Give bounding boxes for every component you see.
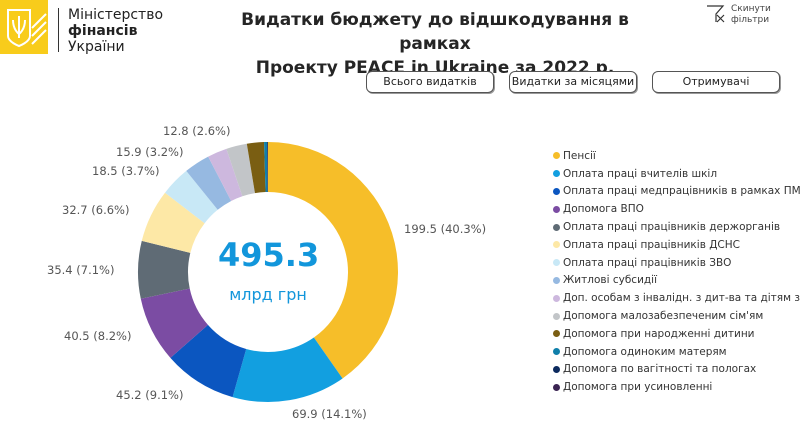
brand-line2: фінансів: [68, 23, 138, 39]
donut-slice[interactable]: [164, 170, 218, 224]
recipients-button[interactable]: Отримувачі: [652, 71, 780, 93]
legend-item[interactable]: Допомога при народженні дитини: [553, 325, 800, 343]
brand-name: Міністерство фінансів України: [68, 7, 163, 55]
legend-label: Оплата праці вчителів шкіл: [563, 167, 718, 180]
legend-item[interactable]: Оплата праці медпрацівників в рамках ПМГ: [553, 183, 800, 201]
legend-label: Оплата праці медпрацівників в рамках ПМГ: [563, 185, 800, 198]
chart-legend: Пенсії Оплата праці вчителів шкіл Оплата п…: [553, 147, 800, 396]
legend-dot-icon: [553, 205, 560, 213]
legend-label: Оплата праці працівників держорганів: [563, 221, 781, 234]
title-line1: Видатки бюджету до відшкодування в рамка…: [241, 10, 629, 54]
legend-item[interactable]: Оплата праці працівників ДСНС: [553, 236, 800, 254]
legend-label: Допомога малозабезпеченим сім'ям: [563, 310, 764, 323]
data-label: 199.5 (40.3%): [404, 222, 487, 236]
legend-item[interactable]: Доп. особам з інвалідн. з дит-ва та дітя…: [553, 289, 800, 307]
legend-dot-icon: [553, 152, 560, 160]
reset-line2: фільтри: [731, 15, 770, 25]
donut-slice[interactable]: [141, 192, 205, 253]
legend-dot-icon: [553, 312, 560, 320]
donut-slice[interactable]: [208, 148, 243, 201]
reset-filters-button[interactable]: Скинути фільтри: [705, 4, 771, 26]
data-label: 15.9 (3.2%): [116, 145, 184, 159]
legend-label: Оплата праці працівників ДСНС: [563, 238, 740, 251]
donut-slice[interactable]: [232, 337, 343, 402]
donut-slice[interactable]: [140, 288, 208, 358]
legend-item[interactable]: Допомога ВПО: [553, 200, 800, 218]
legend-dot-icon: [553, 170, 560, 178]
legend-dot-icon: [553, 259, 560, 267]
data-label: 12.8 (2.6%): [163, 124, 231, 138]
filter-clear-icon: [707, 5, 725, 23]
data-label: 18.5 (3.7%): [92, 164, 160, 178]
donut-slice[interactable]: [267, 142, 268, 193]
donut-slice[interactable]: [170, 324, 247, 398]
data-label: 32.7 (6.6%): [62, 203, 130, 217]
legend-label: Допомога одиноким матерям: [563, 345, 727, 358]
divider: [58, 8, 59, 52]
page-title: Видатки бюджету до відшкодування в рамка…: [225, 8, 645, 80]
legend-item[interactable]: Пенсії: [553, 147, 800, 165]
legend-dot-icon: [553, 223, 560, 231]
all-expenses-button[interactable]: Всього видатків: [366, 71, 494, 93]
legend-dot-icon: [553, 383, 560, 391]
data-label: 40.5 (8.2%): [64, 329, 132, 343]
legend-label: Допомога при усиновленні: [563, 381, 713, 394]
donut-slice[interactable]: [226, 143, 255, 197]
legend-label: Допомога по вагітності та пологах: [563, 363, 757, 376]
legend-item[interactable]: Допомога малозабезпеченим сім'ям: [553, 307, 800, 325]
legend-dot-icon: [553, 294, 560, 302]
data-label: 35.4 (7.1%): [47, 263, 115, 277]
legend-item[interactable]: Оплата праці працівників держорганів: [553, 218, 800, 236]
brand-line1: Міністерство: [68, 7, 164, 23]
legend-dot-icon: [553, 187, 560, 195]
legend-item[interactable]: Допомога при усиновленні: [553, 378, 800, 396]
data-label: 45.2 (9.1%): [116, 388, 184, 402]
monthly-expenses-button[interactable]: Видатки за місяцями: [509, 71, 637, 93]
legend-item[interactable]: Допомога по вагітності та пологах: [553, 361, 800, 379]
ministry-logo: [0, 0, 48, 54]
donut-slice[interactable]: [246, 142, 266, 194]
legend-label: Оплата праці працівників ЗВО: [563, 256, 732, 269]
legend-label: Допомога при народженні дитини: [563, 327, 755, 340]
legend-label: Житлові субсидії: [563, 274, 657, 287]
donut-slice[interactable]: [268, 142, 399, 379]
data-label: 69.9 (14.1%): [292, 407, 367, 421]
total-value: 495.3: [218, 236, 320, 274]
legend-dot-icon: [553, 276, 560, 284]
legend-item[interactable]: Житлові субсидії: [553, 272, 800, 290]
legend-label: Пенсії: [563, 149, 596, 162]
legend-item[interactable]: Оплата праці працівників ЗВО: [553, 254, 800, 272]
legend-dot-icon: [553, 241, 560, 249]
legend-dot-icon: [553, 330, 560, 338]
legend-item[interactable]: Оплата праці вчителів шкіл: [553, 165, 800, 183]
legend-item[interactable]: Допомога одиноким матерям: [553, 343, 800, 361]
legend-dot-icon: [553, 348, 560, 356]
legend-label: Доп. особам з інвалідн. з дит-ва та дітя…: [563, 292, 800, 305]
donut-slice[interactable]: [264, 142, 268, 193]
brand-line3: України: [68, 39, 125, 55]
total-unit: млрд грн: [229, 285, 307, 304]
legend-label: Допомога ВПО: [563, 203, 644, 216]
donut-slice[interactable]: [186, 156, 232, 210]
donut-slice[interactable]: [138, 240, 191, 299]
reset-line1: Скинути: [731, 4, 771, 14]
legend-dot-icon: [553, 365, 560, 373]
